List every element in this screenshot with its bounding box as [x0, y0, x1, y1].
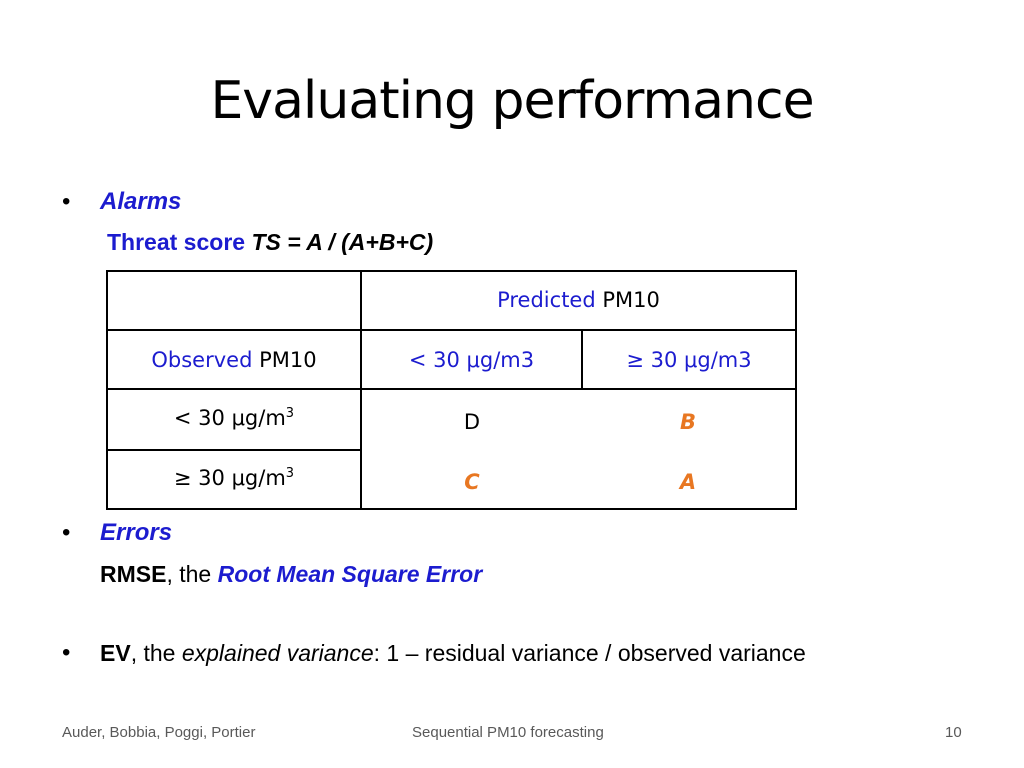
footer-title: Sequential PM10 forecasting [412, 724, 604, 741]
predicted-label: Predicted [497, 288, 596, 312]
cell-b: B [679, 410, 696, 434]
col-header-low: < 30 μg/m3 [408, 348, 535, 372]
observed-header: Observed PM10 [108, 348, 360, 372]
ev-line: EV, the explained variance: 1 – residual… [100, 640, 806, 667]
ev-abbr: EV [100, 640, 131, 666]
rmse-full: Root Mean Square Error [217, 561, 483, 587]
footer-authors: Auder, Bobbia, Poggi, Portier [62, 724, 256, 741]
predicted-header: Predicted PM10 [362, 288, 795, 312]
bullet-errors: • [62, 519, 71, 546]
threat-score-line: Threat score TS = A / (A+B+C) [107, 229, 433, 256]
predicted-var: PM10 [602, 288, 660, 312]
observed-label: Observed [151, 348, 253, 372]
threat-score-label: Threat score [107, 229, 246, 255]
row-header-high-text: ≥ 30 μg/m [173, 466, 286, 490]
rmse-sep: , the [166, 561, 218, 587]
row-header-low-text: < 30 μg/m [173, 406, 286, 430]
footer-page-number: 10 [945, 724, 962, 741]
cell-d: D [463, 410, 481, 434]
bullet-ev: • [62, 639, 71, 666]
bullet-alarms: • [62, 188, 71, 215]
rmse-abbr: RMSE [100, 561, 167, 587]
observed-var: PM10 [259, 348, 317, 372]
cell-a: A [679, 470, 697, 494]
cell-c: C [464, 470, 480, 494]
errors-heading: Errors [100, 519, 173, 546]
row-header-high: ≥ 30 μg/m3 [108, 466, 360, 490]
row-header-low: < 30 μg/m3 [108, 406, 360, 430]
col-header-high: ≥ 30 μg/m3 [626, 348, 752, 372]
alarms-heading: Alarms [100, 188, 182, 215]
ev-rest: : 1 – residual variance / observed varia… [373, 640, 806, 666]
threat-score-formula: TS = A / (A+B+C) [251, 229, 434, 255]
ev-term: explained variance [181, 640, 374, 666]
ev-sep: , the [130, 640, 182, 666]
contingency-table: Predicted PM10 Observed PM10 < 30 μg/m3 … [106, 270, 797, 510]
rmse-line: RMSE, the Root Mean Square Error [100, 561, 482, 588]
row-header-high-sup: 3 [285, 466, 295, 481]
row-header-low-sup: 3 [285, 406, 295, 421]
slide-title: Evaluating performance [210, 71, 814, 131]
